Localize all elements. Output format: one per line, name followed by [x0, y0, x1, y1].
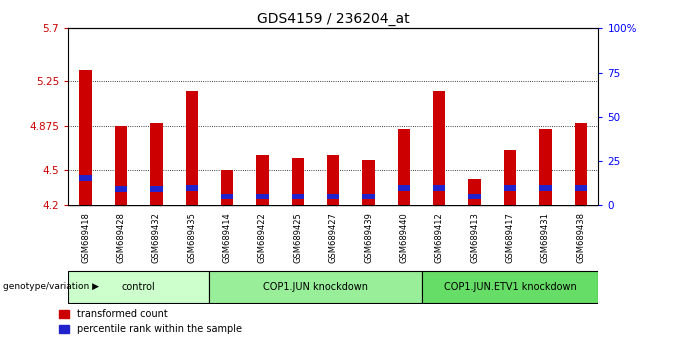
Bar — [80, 175, 92, 181]
Bar — [256, 155, 269, 205]
FancyBboxPatch shape — [68, 271, 209, 303]
Bar — [362, 160, 375, 205]
Bar — [150, 187, 163, 192]
Bar — [469, 179, 481, 205]
Text: GSM689422: GSM689422 — [258, 212, 267, 263]
Text: COP1.JUN knockdown: COP1.JUN knockdown — [263, 282, 368, 292]
FancyBboxPatch shape — [422, 271, 598, 303]
Bar — [80, 70, 92, 205]
Text: GSM689439: GSM689439 — [364, 212, 373, 263]
Bar — [115, 126, 127, 205]
Text: GSM689412: GSM689412 — [435, 212, 444, 263]
FancyBboxPatch shape — [209, 271, 422, 303]
Bar — [539, 129, 551, 205]
Text: GSM689431: GSM689431 — [541, 212, 550, 263]
Text: GSM689438: GSM689438 — [576, 212, 585, 263]
Text: GSM689425: GSM689425 — [293, 212, 303, 263]
Bar — [150, 123, 163, 205]
Text: GSM689435: GSM689435 — [187, 212, 197, 263]
Bar — [469, 194, 481, 199]
Bar — [362, 194, 375, 199]
Text: GSM689428: GSM689428 — [116, 212, 126, 263]
Text: GSM689418: GSM689418 — [81, 212, 90, 263]
Text: GSM689432: GSM689432 — [152, 212, 161, 263]
Title: GDS4159 / 236204_at: GDS4159 / 236204_at — [257, 12, 409, 26]
Text: GSM689417: GSM689417 — [505, 212, 515, 263]
Bar — [575, 123, 587, 205]
Text: GSM689414: GSM689414 — [222, 212, 232, 263]
Bar — [186, 91, 198, 205]
Bar — [327, 155, 339, 205]
Text: GSM689427: GSM689427 — [328, 212, 338, 263]
Text: genotype/variation ▶: genotype/variation ▶ — [3, 282, 99, 291]
Bar — [221, 170, 233, 205]
Bar — [256, 194, 269, 199]
Bar — [398, 129, 410, 205]
Bar — [575, 185, 587, 191]
Bar — [292, 158, 304, 205]
Bar — [539, 185, 551, 191]
Bar — [433, 185, 445, 191]
Text: COP1.JUN.ETV1 knockdown: COP1.JUN.ETV1 knockdown — [443, 282, 577, 292]
Bar — [221, 194, 233, 199]
Bar — [504, 185, 516, 191]
Bar — [504, 150, 516, 205]
Text: GSM689440: GSM689440 — [399, 212, 409, 263]
Bar — [186, 185, 198, 191]
Bar — [292, 194, 304, 199]
Text: control: control — [122, 282, 156, 292]
Legend: transformed count, percentile rank within the sample: transformed count, percentile rank withi… — [59, 309, 242, 334]
Bar — [398, 185, 410, 191]
Bar — [327, 194, 339, 199]
Bar — [433, 91, 445, 205]
Bar — [115, 187, 127, 192]
Text: GSM689413: GSM689413 — [470, 212, 479, 263]
